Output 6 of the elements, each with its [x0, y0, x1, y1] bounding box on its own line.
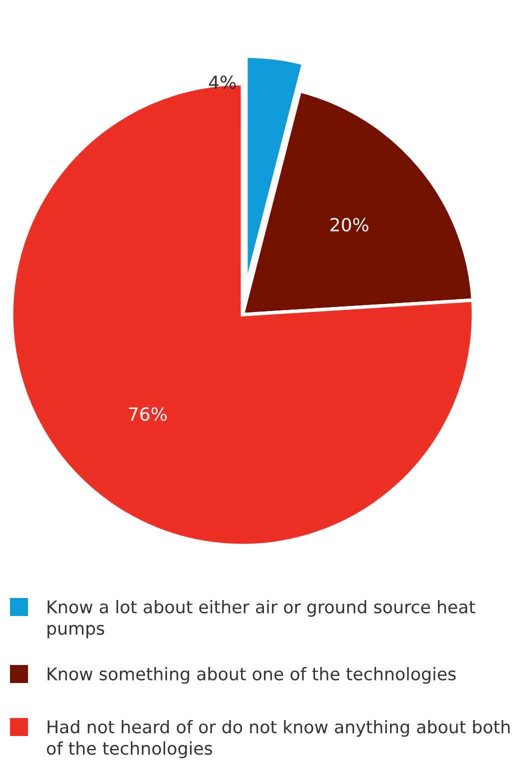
legend-label: Know something about one of the technologies: [48, 667, 456, 684]
data-label: 76%: [129, 407, 167, 421]
legend-label: Know a lot about either air or ground source heat pumps: [48, 600, 476, 638]
data-label: 4%: [208, 75, 236, 90]
data-label: 20%: [330, 218, 368, 232]
legend-label: Had not heard of or do not know anything about both of the technologies: [46, 720, 510, 758]
